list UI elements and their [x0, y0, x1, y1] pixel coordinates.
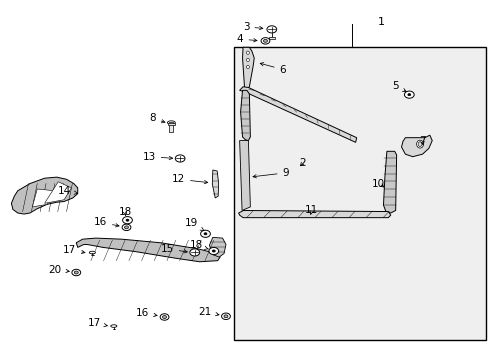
Text: 14: 14: [58, 186, 78, 197]
Ellipse shape: [246, 58, 249, 62]
Polygon shape: [238, 211, 390, 218]
Polygon shape: [11, 177, 78, 214]
Polygon shape: [209, 237, 225, 257]
Polygon shape: [44, 182, 71, 203]
Text: 11: 11: [305, 206, 318, 216]
Bar: [233, 47, 485, 339]
Polygon shape: [32, 189, 54, 207]
Polygon shape: [383, 151, 396, 213]
Circle shape: [189, 249, 199, 256]
Ellipse shape: [417, 142, 421, 147]
Ellipse shape: [110, 325, 117, 327]
Text: 3: 3: [242, 22, 262, 32]
Text: 7: 7: [418, 136, 425, 146]
Bar: [268, 37, 274, 40]
Circle shape: [261, 38, 269, 44]
Circle shape: [221, 313, 230, 319]
Circle shape: [72, 269, 81, 276]
Text: 8: 8: [149, 113, 164, 123]
Circle shape: [124, 226, 128, 229]
Text: 1: 1: [377, 17, 384, 27]
Polygon shape: [76, 238, 220, 262]
Text: 17: 17: [87, 319, 107, 328]
Text: 5: 5: [391, 81, 405, 91]
Polygon shape: [240, 90, 250, 140]
Polygon shape: [242, 47, 254, 90]
Text: 9: 9: [252, 168, 288, 178]
Circle shape: [208, 247, 218, 255]
Ellipse shape: [246, 51, 249, 54]
Circle shape: [160, 314, 168, 320]
Circle shape: [266, 26, 276, 33]
Polygon shape: [239, 140, 250, 211]
Circle shape: [200, 230, 210, 237]
Bar: [169, 122, 173, 132]
Ellipse shape: [89, 251, 95, 254]
Circle shape: [175, 155, 184, 162]
Polygon shape: [401, 135, 431, 157]
Text: 4: 4: [236, 34, 257, 44]
Text: 2: 2: [299, 158, 305, 168]
Ellipse shape: [167, 121, 175, 125]
Circle shape: [203, 233, 206, 235]
Text: 20: 20: [48, 265, 69, 275]
Text: 18: 18: [189, 240, 208, 250]
Bar: [167, 123, 174, 125]
Circle shape: [162, 315, 166, 319]
Text: 6: 6: [260, 63, 285, 75]
Circle shape: [404, 91, 413, 98]
Text: 18: 18: [118, 207, 131, 217]
Polygon shape: [212, 170, 218, 198]
Text: 10: 10: [371, 179, 385, 189]
Text: 15: 15: [160, 244, 187, 254]
Polygon shape: [239, 87, 356, 142]
Circle shape: [263, 39, 267, 42]
Text: 16: 16: [94, 217, 119, 227]
Text: 13: 13: [142, 152, 172, 162]
Circle shape: [126, 219, 129, 221]
Text: 16: 16: [136, 308, 157, 318]
Text: 17: 17: [63, 245, 85, 255]
Circle shape: [122, 224, 131, 230]
Text: 19: 19: [184, 218, 203, 230]
Text: 21: 21: [198, 307, 219, 317]
Circle shape: [74, 271, 78, 274]
Circle shape: [407, 94, 410, 96]
Ellipse shape: [246, 66, 249, 69]
Circle shape: [122, 217, 132, 224]
Text: 12: 12: [171, 174, 207, 184]
Circle shape: [212, 250, 215, 252]
Ellipse shape: [416, 140, 423, 148]
Circle shape: [224, 315, 227, 318]
